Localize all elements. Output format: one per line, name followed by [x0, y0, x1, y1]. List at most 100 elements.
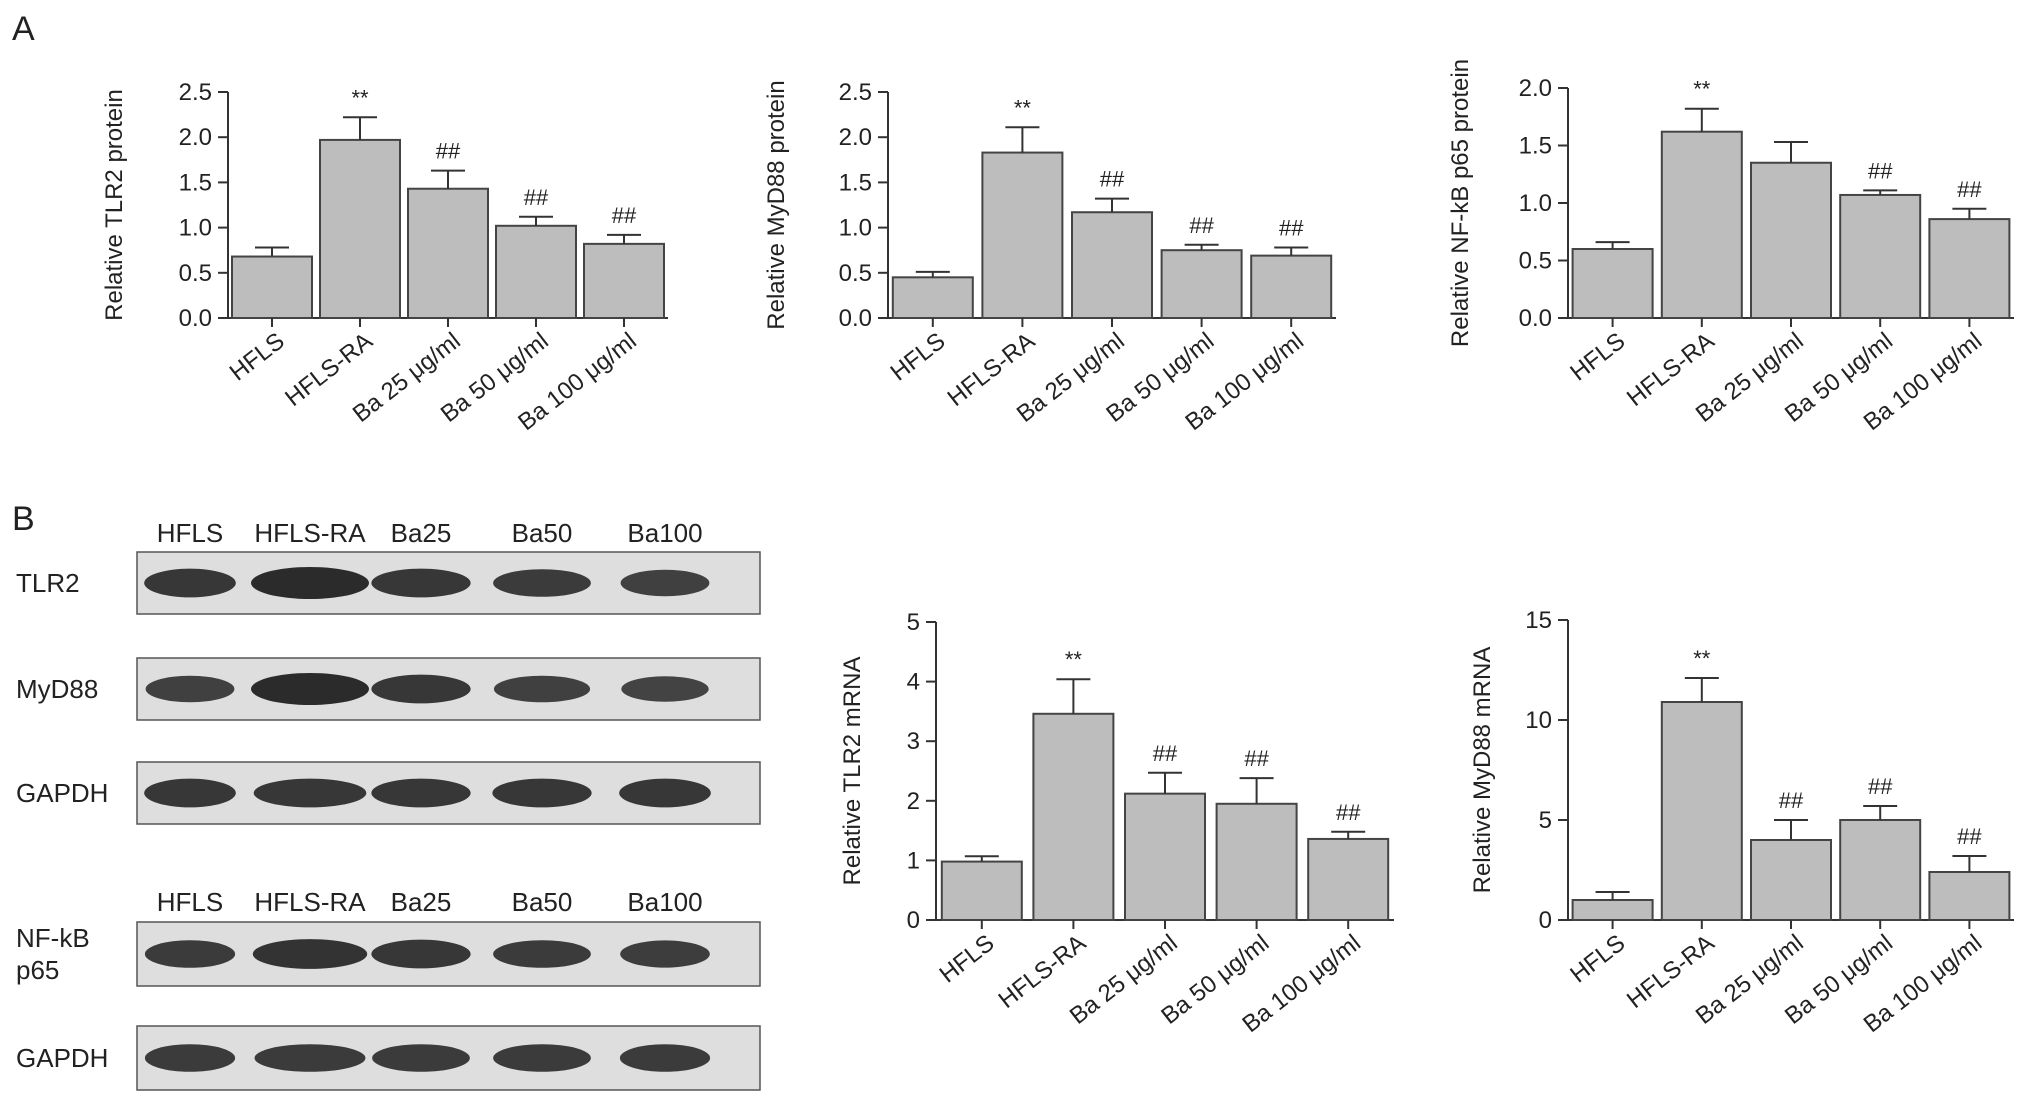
- y-tick-label: 0.0: [1519, 305, 1552, 332]
- y-tick-label: 0.5: [179, 260, 212, 287]
- y-axis-label: Relative MyD88 protein: [763, 80, 790, 329]
- significance-label: ##: [1336, 800, 1361, 825]
- bar: [1571, 248, 1654, 319]
- blot-row-label: GAPDH: [16, 778, 108, 808]
- y-tick-label: 0: [1539, 907, 1552, 934]
- significance-label: ##: [1153, 741, 1178, 766]
- y-tick-label: 1.5: [1519, 133, 1552, 160]
- y-tick-label: 0.5: [839, 260, 872, 287]
- y-tick-label: 1.0: [179, 215, 212, 242]
- blot-lane-label: Ba25: [391, 518, 452, 548]
- blot-lane-label: Ba100: [627, 887, 702, 917]
- bar: [1250, 254, 1333, 319]
- y-tick-label: 3: [907, 728, 920, 755]
- bar: [319, 138, 401, 319]
- significance-label: ##: [612, 203, 637, 228]
- western-blot-top: HFLS HFLS-RA Ba25 Ba50 Ba100 TLR2 MyD88 GAPDH: [16, 518, 761, 825]
- blot-row-label: p65: [16, 955, 59, 985]
- blot-row-label: NF-kB: [16, 923, 90, 953]
- bar: [1750, 839, 1832, 921]
- bar: [1660, 130, 1743, 319]
- blot-band: [144, 778, 236, 808]
- significance-label: **: [1014, 95, 1032, 120]
- blot-row-label: TLR2: [16, 568, 80, 598]
- y-tick-label: 10: [1525, 707, 1552, 734]
- blot-band: [371, 568, 471, 598]
- x-tick-label: HFLS: [1565, 929, 1630, 988]
- bar: [1660, 701, 1743, 921]
- bar: [1571, 899, 1654, 921]
- chart-myd88-protein: 0.0 0.5 1.0 1.5 2.0 2.5 Relative MyD88 protein…: [763, 79, 1336, 436]
- blot-band: [493, 1044, 591, 1072]
- bar: [1928, 871, 2011, 921]
- significance-label: **: [1693, 646, 1711, 671]
- blot-band: [371, 778, 471, 808]
- blot-lane-label: HFLS: [157, 518, 223, 548]
- x-tick-label: HFLS: [935, 929, 1000, 988]
- blot-lane-label: Ba50: [512, 887, 573, 917]
- y-tick-label: 2.0: [839, 124, 872, 151]
- blot-band: [493, 675, 591, 703]
- bar: [231, 255, 313, 320]
- y-tick-label: 2.5: [839, 79, 872, 106]
- significance-label: **: [351, 85, 369, 110]
- y-tick-label: 1.5: [179, 169, 212, 196]
- bar: [1928, 218, 2011, 320]
- blot-band: [620, 940, 710, 968]
- bar: [1160, 249, 1243, 319]
- significance-label: ##: [1779, 788, 1804, 813]
- significance-label: ##: [436, 139, 461, 164]
- y-tick-label: 5: [1539, 807, 1552, 834]
- bar: [1750, 161, 1832, 319]
- y-tick-label: 5: [907, 609, 920, 636]
- y-tick-label: 0.5: [1519, 248, 1552, 275]
- blot-band: [372, 1044, 470, 1072]
- significance-label: ##: [524, 185, 549, 210]
- y-tick-label: 2.0: [1519, 75, 1552, 102]
- significance-label: ##: [1189, 213, 1214, 238]
- panel-label-a: A: [12, 10, 35, 48]
- y-tick-label: 15: [1525, 607, 1552, 634]
- x-tick-label: HFLS: [1565, 327, 1630, 386]
- blot-lane-label: HFLS: [157, 887, 223, 917]
- significance-label: **: [1693, 77, 1711, 102]
- panel-label-b: B: [12, 500, 35, 538]
- blot-band: [621, 676, 709, 702]
- blot-band: [145, 675, 235, 703]
- bar: [1839, 819, 1922, 921]
- blot-band: [493, 940, 591, 968]
- blot-lane-label: Ba50: [512, 518, 573, 548]
- blot-band: [254, 1044, 366, 1072]
- bar: [1307, 837, 1390, 921]
- y-tick-label: 4: [907, 669, 920, 696]
- significance-label: ##: [1100, 167, 1125, 192]
- blot-band: [371, 939, 471, 969]
- chart-nfkb-p65-protein: 0.0 0.5 1.0 1.5 2.0 Relative NF-kB p65 protei…: [1447, 59, 2014, 436]
- y-tick-label: 0: [907, 907, 920, 934]
- blot-band: [620, 569, 710, 597]
- blot-band: [619, 1044, 711, 1072]
- y-axis-label: Relative MyD88 mRNA: [1469, 647, 1496, 894]
- bar: [981, 151, 1064, 319]
- x-tick-label: HFLS: [225, 327, 290, 386]
- bar: [1215, 802, 1298, 922]
- bar: [495, 224, 577, 320]
- bar: [1071, 211, 1153, 319]
- y-axis-label: Relative TLR2 protein: [101, 89, 128, 321]
- blot-band: [493, 569, 591, 597]
- blot-band: [253, 778, 367, 808]
- blot-row-label: MyD88: [16, 674, 98, 704]
- significance-label: ##: [1957, 824, 1982, 849]
- bar: [891, 276, 974, 320]
- y-tick-label: 1.0: [839, 215, 872, 242]
- blot-band: [144, 568, 236, 598]
- bar: [1032, 712, 1115, 921]
- y-tick-label: 0.0: [179, 305, 212, 332]
- significance-label: **: [1065, 647, 1083, 672]
- blot-lane-label: Ba25: [391, 887, 452, 917]
- significance-label: ##: [1957, 177, 1982, 202]
